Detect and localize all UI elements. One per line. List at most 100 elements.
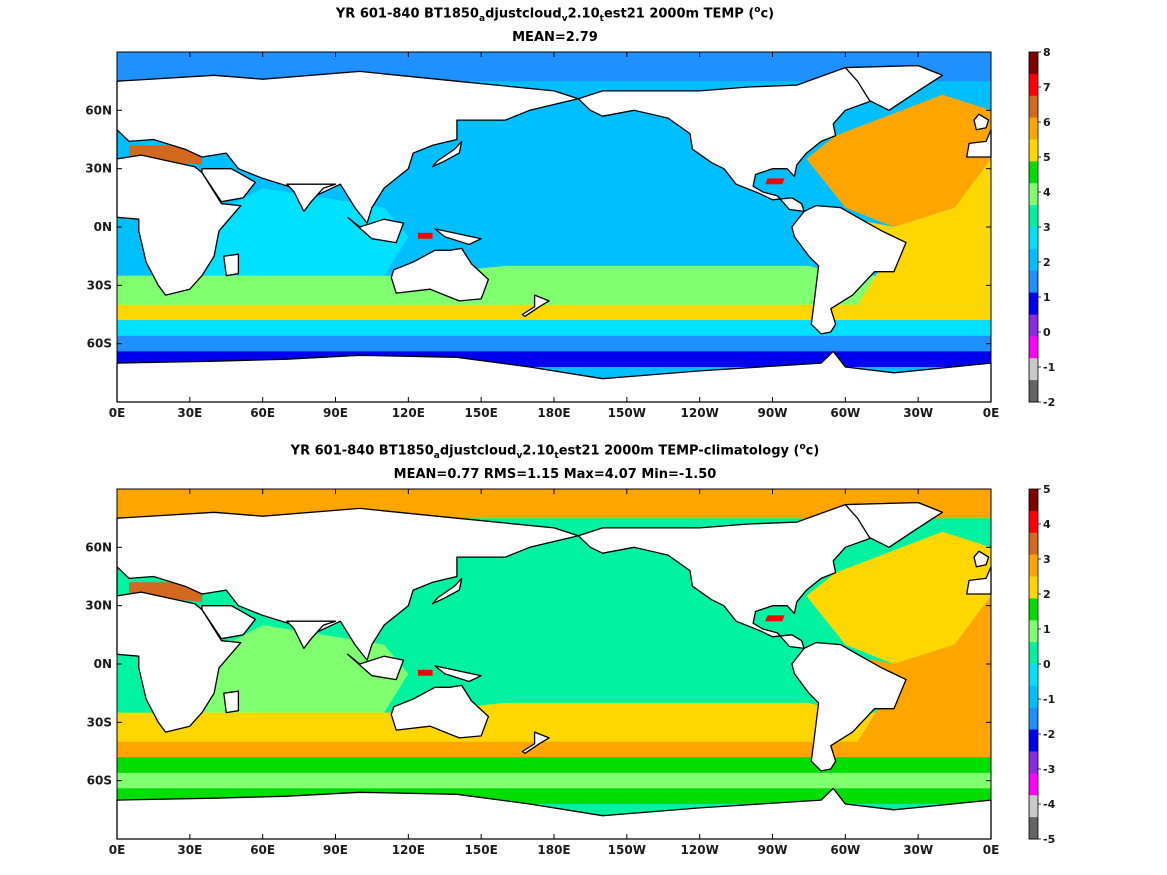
ocean-region-atlantic [806,94,991,227]
colorbar-swatch [1029,620,1038,643]
x-tick-label: 90W [758,406,788,420]
land-arabia [201,605,257,640]
colorbar-swatch [1029,598,1038,621]
colorbar-tick-label: 2 [1043,588,1051,601]
ocean-region-pacific [408,129,809,266]
x-tick-label: 180E [537,843,570,857]
colorbar-tick-label: 3 [1043,553,1051,566]
map-figure: 0E 30E 60E 90E 120E 150E 180E 150W 120W 90W 60W 30W… [85,46,1055,420]
colorbar-swatch [1029,292,1038,315]
colorbar-tick-label: 7 [1043,81,1051,94]
y-tick-label: 0N [94,220,112,234]
ocean-region-acc_north [117,741,991,758]
ocean-region-south_band [117,265,991,315]
colorbar-swatch [1029,795,1038,818]
colorbar-swatch [1029,358,1038,381]
map-area [116,52,992,403]
land-greenland [844,64,944,111]
land-s_america [791,204,907,335]
ocean-region-acc [117,757,991,773]
colorbar-swatch [1029,95,1038,119]
colorbar-swatch [1029,227,1038,250]
colorbar-swatch [1029,117,1038,140]
land-india_pen [286,620,337,650]
colorbar-tick-label: 2 [1043,256,1051,269]
colorbar-swatch [1029,380,1038,403]
colorbar-swatch [1029,510,1038,534]
ocean-region-acc_south [117,772,991,789]
land-europe_w [966,129,992,158]
colorbar-tick-label: 1 [1043,291,1051,304]
land-greenland [844,501,944,548]
colorbar-tick-label: -2 [1043,728,1055,741]
colorbar-tick-label: 5 [1043,483,1051,496]
colorbar-swatch [1029,729,1038,752]
map-area [116,489,992,840]
x-tick-label: 150E [465,406,498,420]
colorbar-swatch [1029,270,1038,294]
land-japan [431,577,463,605]
colorbar-swatch [1029,314,1038,337]
colorbar-swatch [1029,248,1038,272]
colorbar-tick-label: -3 [1043,763,1055,776]
colorbar-tick-label: 4 [1043,518,1051,531]
panel-title: YR 601-840 BT1850adjustcloudv2.10test21 … [290,442,820,461]
land-australia [390,684,490,739]
y-tick-label: 30N [85,599,112,613]
x-tick-label: 30E [177,843,202,857]
land-australia [390,247,490,302]
panel-top: YR 601-840 BT1850adjustcloudv2.10test21 … [0,0,1167,437]
panel-bottom: YR 601-840 BT1850adjustcloudv2.10test21 … [0,437,1167,874]
y-tick-label: 30S [87,278,112,292]
x-tick-label: 120E [392,406,425,420]
map-figure: 0E 30E 60E 90E 120E 150E 180E 150W 120W 90W 60W 30W… [85,483,1055,857]
x-tick-label: 120E [392,843,425,857]
x-tick-label: 0E [983,406,1000,420]
x-tick-label: 30W [903,406,933,420]
ocean-region-acc_north [117,304,991,321]
colorbar-swatch [1029,707,1038,731]
colorbar-tick-label: 3 [1043,221,1051,234]
x-tick-label: 60W [830,406,860,420]
colorbar-swatch [1029,642,1038,665]
x-tick-label: 0E [983,843,1000,857]
ocean-region-south_band [117,702,991,752]
y-tick-label: 30S [87,715,112,729]
y-tick-label: 60S [87,774,112,788]
land-uk [973,550,990,568]
x-tick-label: 90E [323,406,348,420]
colorbar-tick-label: -1 [1043,361,1055,374]
x-tick-label: 0E [109,406,126,420]
x-tick-label: 150E [465,843,498,857]
land-europe_w [966,566,992,595]
colorbar-tick-label: -1 [1043,693,1055,706]
hotspot-gulf [765,178,785,185]
land-madagascar [223,253,240,277]
x-tick-label: 0E [109,843,126,857]
y-tick-label: 0N [94,657,112,671]
colorbar-swatch [1029,554,1038,577]
hotspot-banda [418,669,433,676]
x-tick-label: 30W [903,843,933,857]
colorbar-swatch [1029,576,1038,599]
colorbar-tick-label: 5 [1043,151,1051,164]
panel-title: YR 601-840 BT1850adjustcloudv2.10test21 … [335,5,775,24]
y-tick-label: 60N [85,103,112,117]
x-tick-label: 30E [177,406,202,420]
colorbar-tick-label: -5 [1043,833,1055,846]
colorbar-tick-label: 0 [1043,326,1051,339]
y-tick-label: 60N [85,540,112,554]
land-eurasia [116,70,579,224]
colorbar-tick-label: -2 [1043,396,1055,409]
land-sumatra_borneo [346,653,405,681]
colorbar-swatch [1029,183,1038,206]
x-tick-label: 180E [537,406,570,420]
x-tick-label: 120W [681,843,719,857]
colorbar-swatch [1029,751,1038,774]
x-tick-label: 90E [323,843,348,857]
ocean-region-pacific [408,566,809,703]
land-newguinea [434,665,482,683]
colorbar-tick-label: 4 [1043,186,1051,199]
x-tick-label: 60E [250,406,275,420]
colorbar-swatch [1029,161,1038,184]
